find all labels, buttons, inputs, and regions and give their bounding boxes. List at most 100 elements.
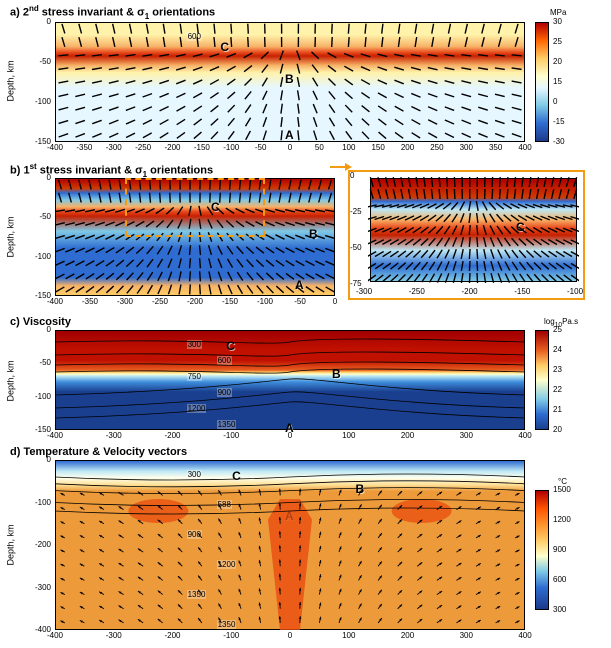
xtick: -300 [115,298,135,306]
cbar-tick: 900 [553,546,566,554]
panel-a-ylabel: Depth, km [6,60,16,101]
xtick: -100 [567,288,583,296]
contour-label: 750 [187,372,202,381]
xtick: -100 [221,632,241,640]
xtick: 150 [368,144,388,152]
ytick: -50 [39,58,51,66]
xtick: -150 [220,298,240,306]
xtick: 200 [398,144,418,152]
ytick: 0 [47,174,51,182]
xtick: -400 [45,632,65,640]
ytick: -25 [350,208,362,216]
contour-label: 588 [217,500,232,509]
marker-B: B [356,482,365,496]
panel-d-colorbar [535,490,549,610]
marker-B: B [309,227,318,241]
contour-label: 1200 [217,560,237,569]
ytick: -300 [35,584,51,592]
xtick: 0 [280,632,300,640]
xtick: -250 [150,298,170,306]
cbar-tick: 25 [553,38,562,46]
xtick: -150 [514,288,530,296]
xtick: -200 [163,144,183,152]
xtick: -200 [163,632,183,640]
ytick: -50 [350,244,362,252]
panel-d-plot [55,460,525,630]
ytick: 0 [47,18,51,26]
cbar-tick: 21 [553,406,562,414]
xtick: -400 [45,144,65,152]
xtick: -300 [104,144,124,152]
panel-c-plot [55,330,525,430]
inset-sigma-ticks [368,176,579,284]
cbar-tick: 300 [553,606,566,614]
ytick: -100 [35,98,51,106]
cbar-tick: 22 [553,386,562,394]
cbar-tick: 600 [553,576,566,584]
cbar-tick: 30 [553,18,562,26]
xtick: 350 [486,144,506,152]
ytick: -100 [35,393,51,401]
marker-A: A [285,509,294,523]
ytick: -100 [35,499,51,507]
panel-b-ylabel: Depth, km [6,216,16,257]
xtick: -300 [104,432,124,440]
marker-B: B [285,72,294,86]
xtick: 100 [339,144,359,152]
contour-label: 900 [217,388,232,397]
marker-A: A [285,421,294,435]
cbar-tick: 1200 [553,516,571,524]
panel-a-colorbar [535,22,549,142]
inset-arrow-icon [330,160,352,174]
xtick: -200 [462,288,478,296]
xtick: -300 [104,632,124,640]
xtick: -350 [80,298,100,306]
contour-label: 1350 [187,590,207,599]
panel-b-title: b) 1st stress invariant & σ1 orientation… [10,162,213,179]
xtick: -50 [251,144,271,152]
ytick: -200 [35,541,51,549]
xtick: -250 [409,288,425,296]
panel-d-title: d) Temperature & Velocity vectors [10,446,187,458]
marker-A: A [285,128,294,142]
cbar-tick: -15 [553,118,565,126]
ytick: 0 [47,456,51,464]
cbar-tick: 25 [553,326,562,334]
xtick: 300 [456,144,476,152]
xtick: 300 [456,632,476,640]
xtick: -100 [221,432,241,440]
xtick: -200 [163,432,183,440]
cbar-tick: 20 [553,426,562,434]
panel-d-ylabel: Depth, km [6,524,16,565]
panel-a-cbar-label: MPa [550,8,566,17]
cbar-tick: 24 [553,346,562,354]
cbar-tick: 1500 [553,486,571,494]
contour-label: 600 [217,356,232,365]
contour-label: 900 [187,530,202,539]
ytick: -50 [39,359,51,367]
xtick: 300 [456,432,476,440]
panel-c-title: c) Viscosity [10,316,71,328]
xtick: 250 [427,144,447,152]
xtick: 0 [325,298,345,306]
cbar-tick: 23 [553,366,562,374]
contour-label: 1350 [217,620,237,629]
xtick: -50 [290,298,310,306]
contour-label: 1200 [187,404,207,413]
contour-label: 300 [187,340,202,349]
xtick: 100 [339,432,359,440]
cbar-tick: -30 [553,138,565,146]
marker-B: B [332,367,341,381]
xtick: -200 [185,298,205,306]
ytick: 0 [350,172,354,180]
ytick: 0 [47,326,51,334]
ytick: -100 [35,253,51,261]
xtick: 200 [398,632,418,640]
marker-C: C [220,40,229,54]
panel-a-title: a) 2nd stress invariant & σ1 orientation… [10,4,215,21]
xtick: 200 [398,432,418,440]
cbar-tick: 20 [553,58,562,66]
xtick: 400 [515,432,535,440]
xtick: -250 [133,144,153,152]
xtick: -100 [255,298,275,306]
